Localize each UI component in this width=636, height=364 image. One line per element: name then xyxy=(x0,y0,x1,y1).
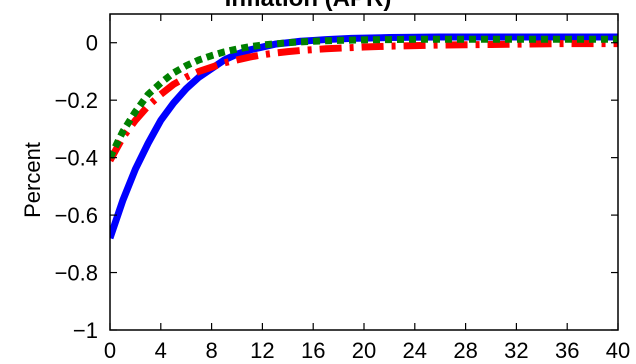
y-tick-label-2: −0.4 xyxy=(55,146,98,171)
x-tick-label-4: 4 xyxy=(155,338,167,363)
x-tick-label-0: 0 xyxy=(104,338,116,363)
x-tick-label-16: 16 xyxy=(301,338,325,363)
x-tick-label-8: 8 xyxy=(205,338,217,363)
y-tick-label-1: −0.2 xyxy=(55,88,98,113)
y-tick-label-5: −1 xyxy=(73,318,98,343)
x-tick-label-32: 32 xyxy=(504,338,528,363)
x-tick-label-20: 20 xyxy=(352,338,376,363)
x-tick-label-40: 40 xyxy=(606,338,630,363)
series-line-dashdot xyxy=(110,40,618,163)
tick-labels: 0 4 8 12 16 20 24 28 32 36 40 0 −0.2 −0.4 −0.6 −0.8 −1 xyxy=(55,31,631,363)
x-tick-label-28: 28 xyxy=(453,338,477,363)
chart-title: Inflation (APR) xyxy=(225,0,392,12)
x-tick-label-12: 12 xyxy=(250,338,274,363)
y-tick-label-4: −0.8 xyxy=(55,261,98,286)
y-tick-label-3: −0.6 xyxy=(55,203,98,228)
y-tick-label-0: 0 xyxy=(86,31,98,56)
y-axis-label: Percent xyxy=(20,142,45,218)
x-tick-label-36: 36 xyxy=(555,338,579,363)
series-layer xyxy=(110,33,618,240)
series-line-solid xyxy=(110,33,618,240)
x-tick-label-24: 24 xyxy=(403,338,427,363)
plot-frame xyxy=(109,13,619,331)
